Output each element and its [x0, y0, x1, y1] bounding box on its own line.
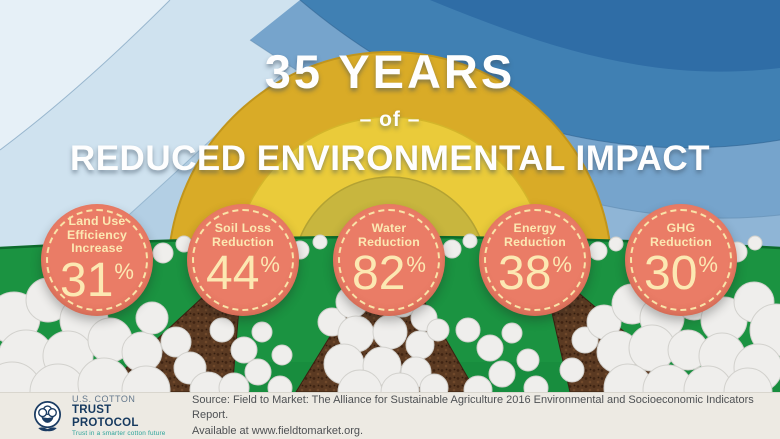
logo-text: U.S. COTTON TRUST PROTOCOL Trust in a sm… [72, 393, 178, 438]
title-impact: REDUCED ENVIRONMENTAL IMPACT [69, 139, 711, 178]
footer-bar: U.S. COTTON TRUST PROTOCOL Trust in a sm… [0, 392, 780, 439]
stat-value: 30% [644, 247, 718, 301]
stat-value: 44% [206, 247, 280, 301]
stat-value: 38% [498, 247, 572, 301]
stat-badge-water: Water Reduction 82% [333, 204, 445, 316]
stat-label: Energy Reduction [504, 220, 566, 249]
stat-label: Soil Loss Reduction [212, 220, 274, 249]
stat-badge-ghg: GHG Reduction 30% [625, 204, 737, 316]
stat-label: Land Use Efficiency Increase [66, 213, 128, 256]
source-line-2: Available at www.fieldtomarket.org. [192, 424, 364, 437]
logo-line-trust-protocol: TRUST PROTOCOL [72, 404, 139, 429]
trust-protocol-logo: U.S. COTTON TRUST PROTOCOL Trust in a sm… [30, 393, 178, 438]
title-of: – of – [359, 108, 421, 131]
stat-badge-soil-loss: Soil Loss Reduction 44% [187, 204, 299, 316]
logo-tagline: Trust in a smarter cotton future [72, 429, 166, 437]
stat-value: 82% [352, 247, 426, 301]
stat-value: 31% [60, 254, 134, 308]
cotton-boll-icon [33, 400, 62, 431]
source-line-1: Source: Field to Market: The Alliance fo… [192, 393, 754, 422]
source-text: Source: Field to Market: The Alliance fo… [192, 393, 780, 439]
logo-line-us-cotton: U.S. COTTON [72, 393, 136, 404]
stat-label: Water Reduction [358, 220, 420, 249]
stat-badge-energy: Energy Reduction 38% [479, 204, 591, 316]
stat-badge-land-use: Land Use Efficiency Increase 31% [41, 204, 153, 316]
title-years: 35 YEARS [264, 45, 516, 98]
stat-label: GHG Reduction [650, 220, 712, 249]
